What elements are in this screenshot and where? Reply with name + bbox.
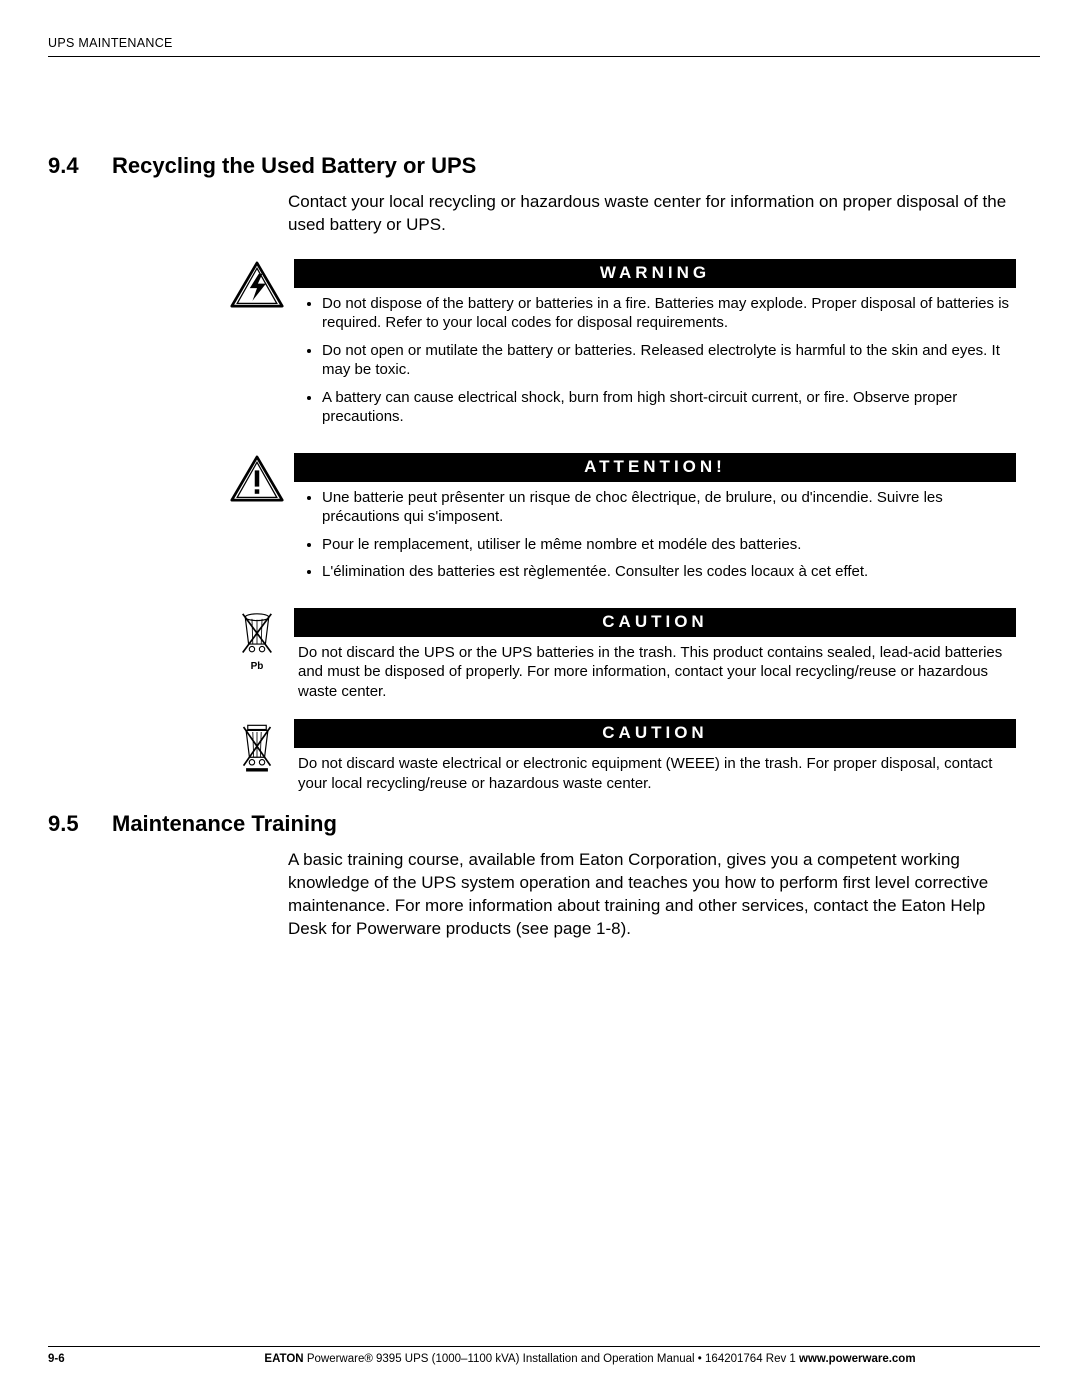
footer-page-number: 9-6 <box>48 1353 140 1365</box>
electrical-hazard-icon <box>230 261 284 313</box>
section-9-4-heading: 9.4 Recycling the Used Battery or UPS <box>48 153 1040 179</box>
pb-label: Pb <box>230 661 284 672</box>
attention-banner: ATTENTION! <box>294 453 1016 482</box>
warning-item: Do not open or mutilate the battery or b… <box>322 341 1016 380</box>
caution-weee-block: CAUTION Do not discard waste electrical … <box>230 719 1016 793</box>
warning-item: Do not dispose of the battery or batteri… <box>322 294 1016 333</box>
running-head: UPS MAINTENANCE <box>48 36 1040 50</box>
footer-url: www.powerware.com <box>799 1353 916 1365</box>
section-9-4-number: 9.4 <box>48 153 112 179</box>
attention-list: Une batterie peut prêsenter un risque de… <box>294 488 1016 582</box>
attention-item: Pour le remplacement, utiliser le même n… <box>322 535 1016 555</box>
section-9-5-title: Maintenance Training <box>112 811 337 837</box>
section-9-4-title: Recycling the Used Battery or UPS <box>112 153 476 179</box>
warning-list: Do not dispose of the battery or batteri… <box>294 294 1016 427</box>
footer-brand: EATON <box>264 1353 303 1365</box>
warning-banner: WARNING <box>294 259 1016 288</box>
footer-docrev: 164201764 Rev 1 <box>702 1353 799 1365</box>
attention-item: L'élimination des batteries est règlemen… <box>322 562 1016 582</box>
crossed-bin-weee-icon <box>230 721 284 780</box>
caution-pb-block: Pb CAUTION Do not discard the UPS or the… <box>230 608 1016 702</box>
section-9-5-number: 9.5 <box>48 811 112 837</box>
crossed-bin-pb-icon: Pb <box>230 610 284 672</box>
section-9-5-heading: 9.5 Maintenance Training <box>48 811 1040 837</box>
caution-2-text: Do not discard waste electrical or elect… <box>298 754 1016 793</box>
section-9-5-body: A basic training course, available from … <box>288 849 1016 941</box>
caution-banner-2: CAUTION <box>294 719 1016 748</box>
warning-item: A battery can cause electrical shock, bu… <box>322 388 1016 427</box>
caution-1-text: Do not discard the UPS or the UPS batter… <box>298 643 1016 702</box>
rule-top <box>48 56 1040 57</box>
section-9-4-intro: Contact your local recycling or hazardou… <box>288 191 1016 237</box>
attention-block: ATTENTION! Une batterie peut prêsenter u… <box>230 453 1016 590</box>
footer-mid: Powerware® 9395 UPS (1000–1100 kVA) Inst… <box>304 1353 698 1365</box>
caution-banner-1: CAUTION <box>294 608 1016 637</box>
exclamation-triangle-icon <box>230 455 284 507</box>
warning-block: WARNING Do not dispose of the battery or… <box>230 259 1016 435</box>
page-footer: 9-6 EATON Powerware® 9395 UPS (1000–1100… <box>48 1346 1040 1365</box>
attention-item: Une batterie peut prêsenter un risque de… <box>322 488 1016 527</box>
footer-text: EATON Powerware® 9395 UPS (1000–1100 kVA… <box>140 1353 1040 1365</box>
